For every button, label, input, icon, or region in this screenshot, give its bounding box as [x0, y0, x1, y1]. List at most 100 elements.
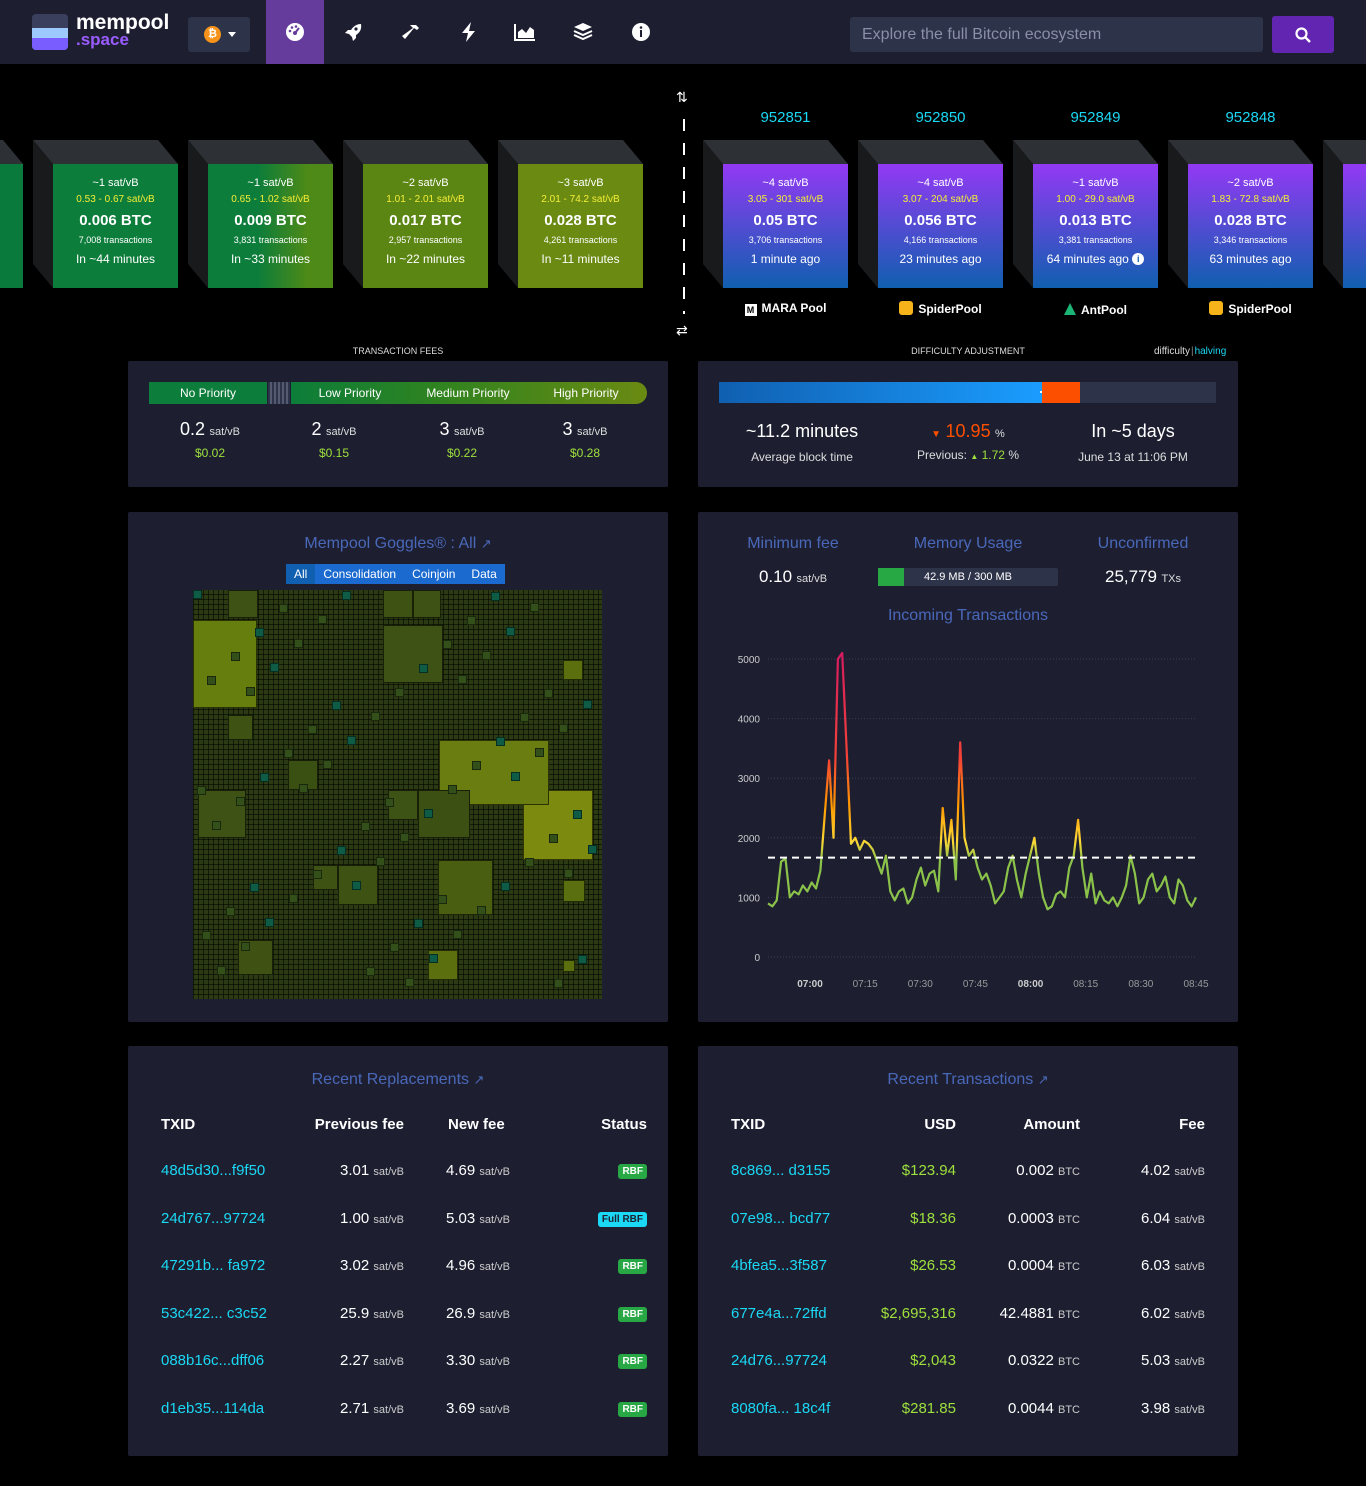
goggles-tx-square[interactable] [438, 860, 493, 915]
filter-consolidation[interactable]: Consolidation [315, 564, 405, 584]
goggles-tx-square[interactable] [530, 603, 539, 612]
nav-accelerator[interactable] [324, 0, 382, 64]
goggles-tx-square[interactable] [250, 883, 259, 892]
goggles-tx-square[interactable] [228, 715, 253, 740]
mempool-block-partial[interactable] [0, 140, 23, 288]
block-height[interactable]: 952848 [1225, 109, 1276, 126]
mempool-block[interactable]: ~3 sat/vB 2.01 - 74.2 sat/vB 0.028 BTC 4… [498, 140, 643, 288]
goggles-tx-square[interactable] [236, 797, 245, 806]
goggles-tx-square[interactable] [318, 615, 327, 624]
goggles-tx-square[interactable] [424, 809, 433, 818]
goggles-tx-square[interactable] [342, 591, 351, 600]
nav-about[interactable] [612, 0, 670, 64]
goggles-tx-square[interactable] [413, 590, 441, 618]
mined-block[interactable]: ~1 sat/vB 1.00 - 29.0 sat/vB 0.013 BTC 3… [1013, 140, 1158, 288]
goggles-tx-square[interactable] [535, 748, 544, 757]
mempool-block[interactable]: ~1 sat/vB 0.53 - 0.67 sat/vB 0.006 BTC 7… [33, 140, 178, 288]
logo-text[interactable]: mempool [76, 11, 170, 34]
goggles-tx-square[interactable] [563, 960, 575, 972]
nav-mining[interactable] [382, 0, 440, 64]
goggles-tx-square[interactable] [496, 737, 505, 746]
goggles-tx-square[interactable] [202, 931, 211, 940]
nav-dashboard[interactable] [266, 0, 324, 64]
pool-name[interactable]: SpiderPool [878, 301, 1003, 316]
goggles-tx-square[interactable] [520, 713, 529, 722]
goggles-tx-square[interactable] [439, 740, 549, 805]
goggles-tx-square[interactable] [458, 675, 467, 684]
goggles-tx-square[interactable] [501, 882, 510, 891]
goggles-tx-square[interactable] [395, 688, 404, 697]
goggles-tx-square[interactable] [385, 798, 394, 807]
txid-link[interactable]: 4bfea5...3f587 [731, 1257, 827, 1274]
goggles-tx-square[interactable] [525, 858, 534, 867]
swap-vertical-icon[interactable]: ⇅ [676, 89, 688, 105]
goggles-tx-square[interactable] [197, 786, 206, 795]
pool-name[interactable]: SpiderPool [1188, 301, 1313, 316]
goggles-tx-square[interactable] [198, 790, 246, 838]
goggles-tx-square[interactable] [332, 701, 341, 710]
goggles-tx-square[interactable] [472, 761, 481, 770]
filter-data[interactable]: Data [463, 564, 505, 584]
swap-horizontal-icon[interactable]: ⇄ [676, 322, 688, 338]
goggles-tx-square[interactable] [241, 942, 250, 951]
txid-link[interactable]: 24d76...97724 [731, 1352, 827, 1369]
goggles-tx-square[interactable] [284, 749, 293, 758]
nav-lightning[interactable] [440, 0, 498, 64]
nav-graphs[interactable] [496, 0, 554, 64]
goggles-tx-square[interactable] [366, 967, 375, 976]
goggles-tx-square[interactable] [419, 664, 428, 673]
goggles-tx-square[interactable] [414, 919, 423, 928]
goggles-title[interactable]: Mempool Goggles® : All ↗ [128, 535, 668, 553]
goggles-tx-square[interactable] [511, 772, 520, 781]
tab-halving[interactable]: halving [1194, 346, 1227, 357]
goggles-tx-square[interactable] [352, 881, 361, 890]
goggles-tx-square[interactable] [212, 821, 221, 830]
goggles-tx-square[interactable] [294, 639, 303, 648]
goggles-tx-square[interactable] [207, 676, 216, 685]
goggles-tx-square[interactable] [400, 833, 409, 842]
mempool-block[interactable]: ~2 sat/vB 1.01 - 2.01 sat/vB 0.017 BTC 2… [343, 140, 488, 288]
txid-link[interactable]: 677e4a...72ffd [731, 1304, 827, 1322]
pool-name[interactable]: M MARA Pool [723, 301, 848, 316]
txid-link[interactable]: 8080fa... 18c4f [731, 1399, 831, 1417]
goggles-tx-square[interactable] [270, 663, 279, 672]
goggles-tx-square[interactable] [506, 627, 515, 636]
goggles-tx-square[interactable] [477, 906, 486, 915]
mined-block-partial[interactable] [1323, 140, 1366, 288]
goggles-tx-square[interactable] [246, 687, 255, 696]
goggles-tx-square[interactable] [299, 784, 308, 793]
txid-link[interactable]: 48d5d30...f9f50 [161, 1162, 266, 1179]
block-height[interactable]: 952849 [1070, 109, 1121, 126]
mempool-logo[interactable] [32, 14, 68, 50]
filter-all[interactable]: All [286, 564, 316, 584]
goggles-tx-square[interactable] [371, 712, 380, 721]
goggles-tx-square[interactable] [544, 689, 553, 698]
goggles-tx-square[interactable] [376, 857, 385, 866]
goggles-tx-square[interactable] [482, 651, 491, 660]
goggles-tx-square[interactable] [549, 834, 558, 843]
goggles-tx-square[interactable] [193, 590, 202, 599]
goggles-tx-square[interactable] [563, 880, 585, 902]
search-input[interactable] [850, 17, 1263, 52]
txid-link[interactable]: 53c422... c3c52 [161, 1304, 267, 1322]
mined-block[interactable]: ~4 sat/vB 3.07 - 204 sat/vB 0.056 BTC 4,… [858, 140, 1003, 288]
goggles-tx-square[interactable] [429, 954, 438, 963]
goggles-tx-square[interactable] [564, 869, 573, 878]
goggles-tx-square[interactable] [289, 894, 298, 903]
goggles-tx-square[interactable] [337, 846, 346, 855]
goggles-tx-square[interactable] [554, 979, 563, 988]
goggles-tx-square[interactable] [260, 773, 269, 782]
goggles-tx-square[interactable] [323, 760, 332, 769]
goggles-tx-square[interactable] [226, 907, 235, 916]
mined-block[interactable]: ~4 sat/vB 3.05 - 301 sat/vB 0.05 BTC 3,7… [703, 140, 848, 288]
goggles-tx-square[interactable] [279, 604, 288, 613]
transactions-title[interactable]: Recent Transactions ↗ [698, 1071, 1238, 1089]
block-height[interactable]: 952851 [760, 109, 811, 126]
info-icon[interactable]: i [1132, 253, 1145, 265]
goggles-tx-square[interactable] [255, 628, 264, 637]
txid-link[interactable]: 8c869... d3155 [731, 1162, 831, 1179]
filter-coinjoin[interactable]: Coinjoin [404, 564, 464, 584]
goggles-tx-square[interactable] [563, 660, 583, 680]
txid-link[interactable]: 47291b... fa972 [161, 1257, 266, 1274]
goggles-tx-square[interactable] [265, 918, 274, 927]
